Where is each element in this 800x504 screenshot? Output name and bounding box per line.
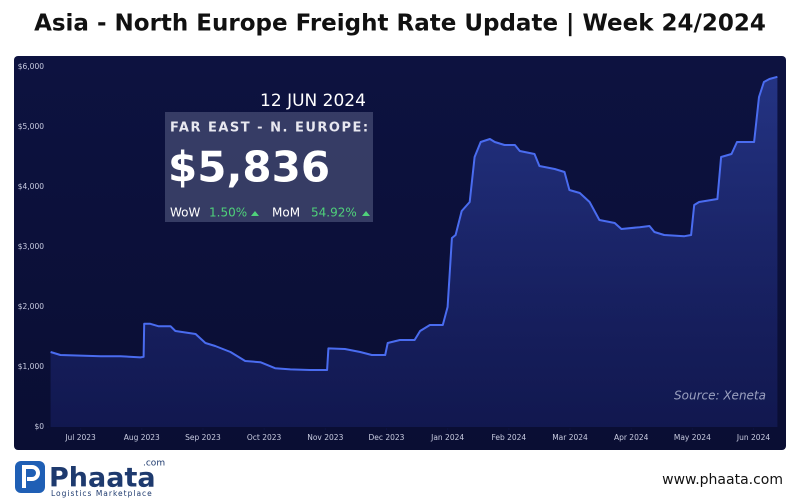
tagline: Logistics Marketplace [51,489,153,498]
callout-box [165,112,373,222]
y-tick-label: $3,000 [18,242,44,251]
callout-date: 12 JUN 2024 [260,91,366,111]
x-tick-label: Nov 2023 [307,433,343,442]
y-tick-label: $2,000 [18,302,44,311]
up-arrow [251,211,259,216]
x-tick-label: Sep 2023 [185,433,221,442]
up-arrow [362,211,370,216]
area [50,76,778,428]
callout-route: FAR EAST - N. EUROPE: [170,121,370,136]
y-tick-label: $5,000 [18,122,44,131]
mom-value: 54.92% [311,206,357,220]
y-tick-label: $0 [34,422,44,431]
x-tick-label: Dec 2023 [368,433,404,442]
brand-suffix: .com [143,459,165,469]
brand: Phaata [49,463,156,494]
source: Source: Xeneta [674,389,766,403]
x-tick-label: Jan 2024 [430,433,464,442]
y-tick-label: $6,000 [18,62,44,71]
wow-label: WoW [170,206,201,220]
x-tick-label: Aug 2023 [124,433,160,442]
website: www.phaata.com [662,472,783,488]
x-tick-label: May 2024 [674,433,711,442]
x-tick-label: Feb 2024 [491,433,526,442]
line [50,75,778,371]
x-tick-label: Oct 2023 [247,433,282,442]
x-tick-label: Apr 2024 [614,433,649,442]
x-tick-label: Mar 2024 [552,433,588,442]
y-tick-label: $1,000 [18,362,44,371]
x-tick-label: Jul 2023 [64,433,96,442]
plot-area: $0 $1,000 $2,000 $3,000 $4,000 $5,000 $6,000 Ju… [18,62,778,442]
chart-title: Asia - North Europe Freight Rate Update … [34,11,766,37]
wow-value: 1.50% [209,206,247,220]
x-tick-label: Jun 2024 [736,433,770,442]
y-tick-label: $4,000 [18,182,44,191]
callout-rate: $5,836 [168,143,330,192]
logo-p [22,465,40,488]
mom-label: MoM [272,206,300,220]
